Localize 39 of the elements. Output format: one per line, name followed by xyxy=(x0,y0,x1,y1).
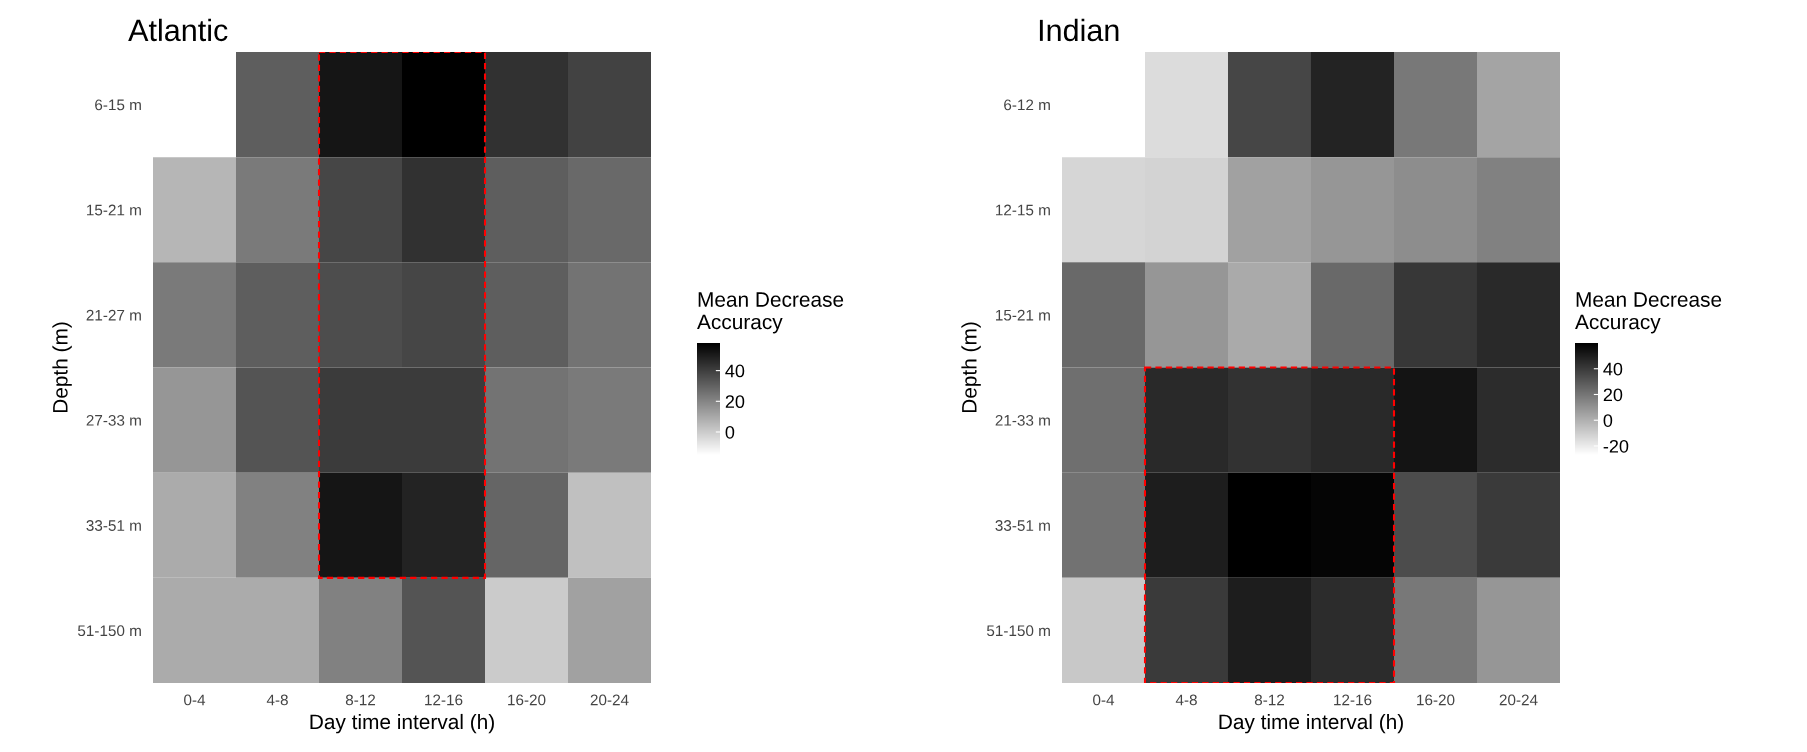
x-tick-label: 12-16 xyxy=(425,694,463,706)
y-tick-label: 51-150 m xyxy=(986,625,1050,637)
y-tick-label: 15-21 m xyxy=(87,204,141,216)
x-tick-label: 8-12 xyxy=(1254,694,1285,706)
y-tick-label: 6-12 m xyxy=(1004,99,1050,111)
color-bar-label: 0 xyxy=(1603,414,1613,427)
x-tick-label: 8-12 xyxy=(345,694,376,706)
x-tick-label: 4-8 xyxy=(266,694,288,706)
y-tick-label: 51-150 m xyxy=(77,625,141,637)
color-bar-label: -20 xyxy=(1603,439,1629,453)
x-axis-title: Day time interval (h) xyxy=(310,713,494,734)
x-axis-title: Day time interval (h) xyxy=(1219,713,1403,734)
x-tick-label: 16-20 xyxy=(1417,694,1455,706)
x-tick-label: 4-8 xyxy=(1175,694,1197,706)
y-axis-title: Depth (m) xyxy=(52,322,72,413)
x-tick-label: 0-4 xyxy=(184,694,206,706)
y-axis-title: Depth (m) xyxy=(961,322,981,413)
y-tick-label: 12-15 m xyxy=(996,204,1050,216)
color-bar-title: Mean Decrease Accuracy xyxy=(1575,292,1722,334)
y-tick-label: 33-51 m xyxy=(86,520,141,531)
x-tick-label: 16-20 xyxy=(508,694,546,706)
x-tick-label: 20-24 xyxy=(590,694,629,706)
color-bar-label: 0 xyxy=(725,425,735,439)
y-tick-label: 27-33 m xyxy=(86,414,141,426)
color-bar-label: 40 xyxy=(725,364,745,378)
y-tick-label: 15-21 m xyxy=(996,309,1050,321)
x-tick-label: 20-24 xyxy=(1499,694,1538,706)
y-tick-label: 21-33 m xyxy=(995,414,1050,426)
chart-title: Indian xyxy=(1039,18,1119,42)
color-bar-title: Mean Decrease Accuracy xyxy=(697,292,844,334)
x-tick-label: 12-16 xyxy=(1334,694,1372,706)
color-bar-label: 20 xyxy=(1603,388,1623,402)
y-tick-label: 21-27 m xyxy=(86,309,141,321)
color-bar-label: 20 xyxy=(725,395,745,409)
chart-title: Atlantic xyxy=(128,18,228,42)
x-tick-label: 0-4 xyxy=(1093,694,1115,706)
y-tick-label: 33-51 m xyxy=(995,520,1050,531)
color-bar-label: 40 xyxy=(1603,362,1623,376)
y-tick-label: 6-15 m xyxy=(95,99,141,111)
